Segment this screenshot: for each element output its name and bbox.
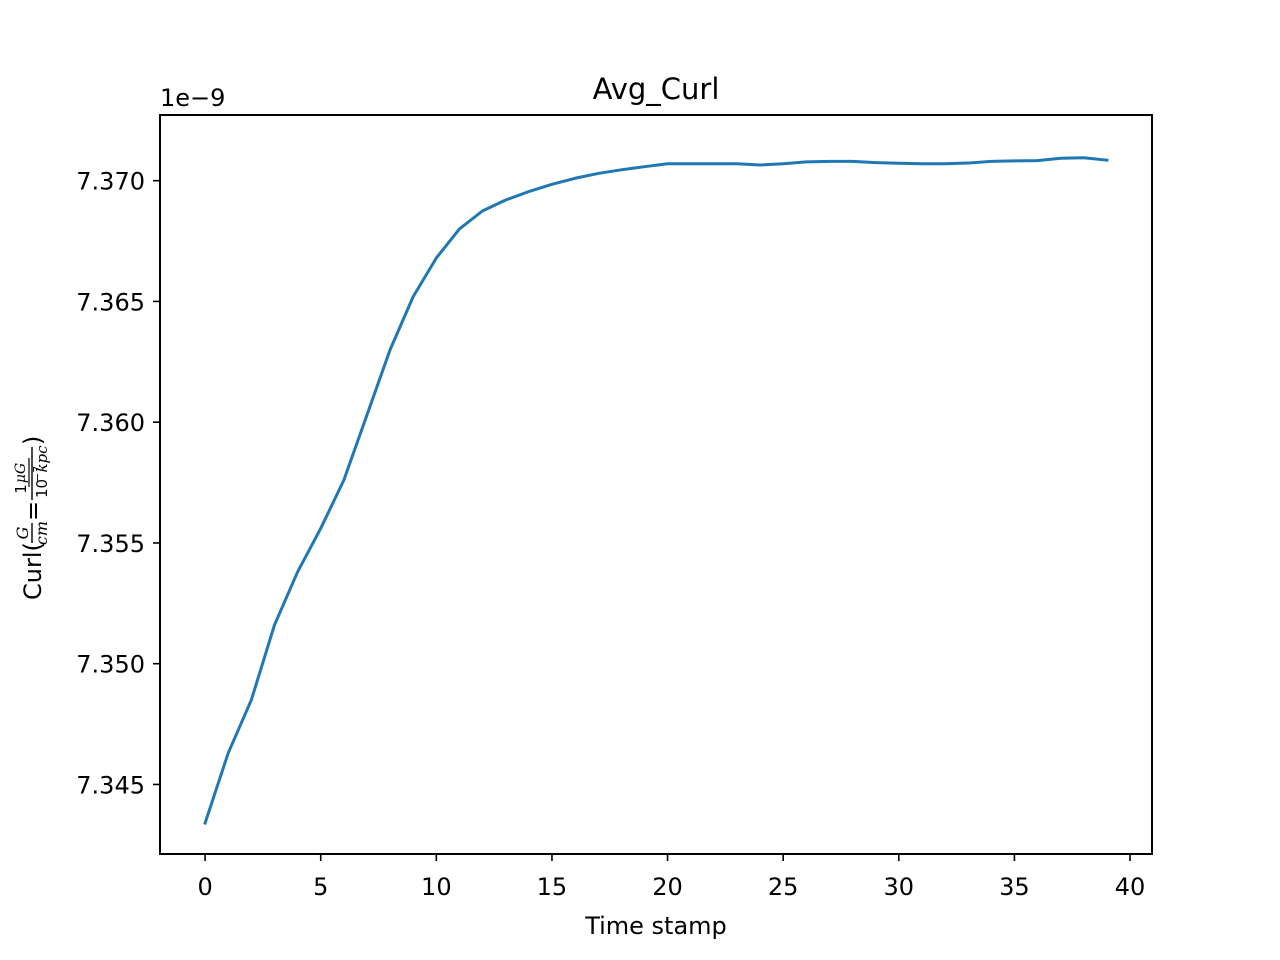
y-tick-label: 7.370 — [76, 168, 145, 196]
x-axis-label: Time stamp — [584, 912, 727, 940]
x-tick-label: 5 — [313, 873, 328, 901]
axes-ticks: 0 5 10 15 20 25 30 35 40 7.345 7.350 7.355 7.360 7.36… — [76, 168, 1145, 901]
chart-title: Avg_Curl — [593, 72, 720, 106]
x-tick-label: 15 — [537, 873, 568, 901]
y-offset-text: 1e−9 — [160, 84, 225, 112]
x-tick-label: 35 — [999, 873, 1030, 901]
y-tick-label: 7.345 — [76, 771, 145, 799]
y-label-close: ) — [19, 436, 47, 445]
x-tick-label: 10 — [421, 873, 452, 901]
x-tick-label: 30 — [884, 873, 915, 901]
x-tick-label: 0 — [197, 873, 212, 901]
y-label-one: 1 — [12, 484, 30, 494]
x-tick-label: 20 — [652, 873, 683, 901]
x-tick-label: 25 — [768, 873, 799, 901]
y-tick-label: 7.350 — [76, 651, 145, 679]
plot-area — [203, 156, 1109, 825]
series-line-avg-curl — [203, 156, 1109, 825]
y-axis-label: Curl( G cm = 1 10 −7 μG kpc ) — [12, 436, 51, 600]
y-label-exp: −7 — [31, 466, 44, 482]
y-label-kpc: kpc — [33, 445, 51, 473]
y-label-ten: 10 — [33, 479, 51, 498]
y-label-g: G — [13, 526, 32, 539]
y-tick-label: 7.355 — [76, 530, 145, 558]
y-label-eq: = — [19, 501, 47, 521]
y-label-prefix: Curl( — [19, 542, 47, 600]
y-label-cm: cm — [32, 521, 51, 545]
x-tick-label: 40 — [1115, 873, 1146, 901]
y-label-mug: μG — [13, 463, 29, 483]
axes-frame — [159, 114, 1153, 855]
y-tick-label: 7.360 — [76, 409, 145, 437]
y-tick-label: 7.365 — [76, 288, 145, 316]
